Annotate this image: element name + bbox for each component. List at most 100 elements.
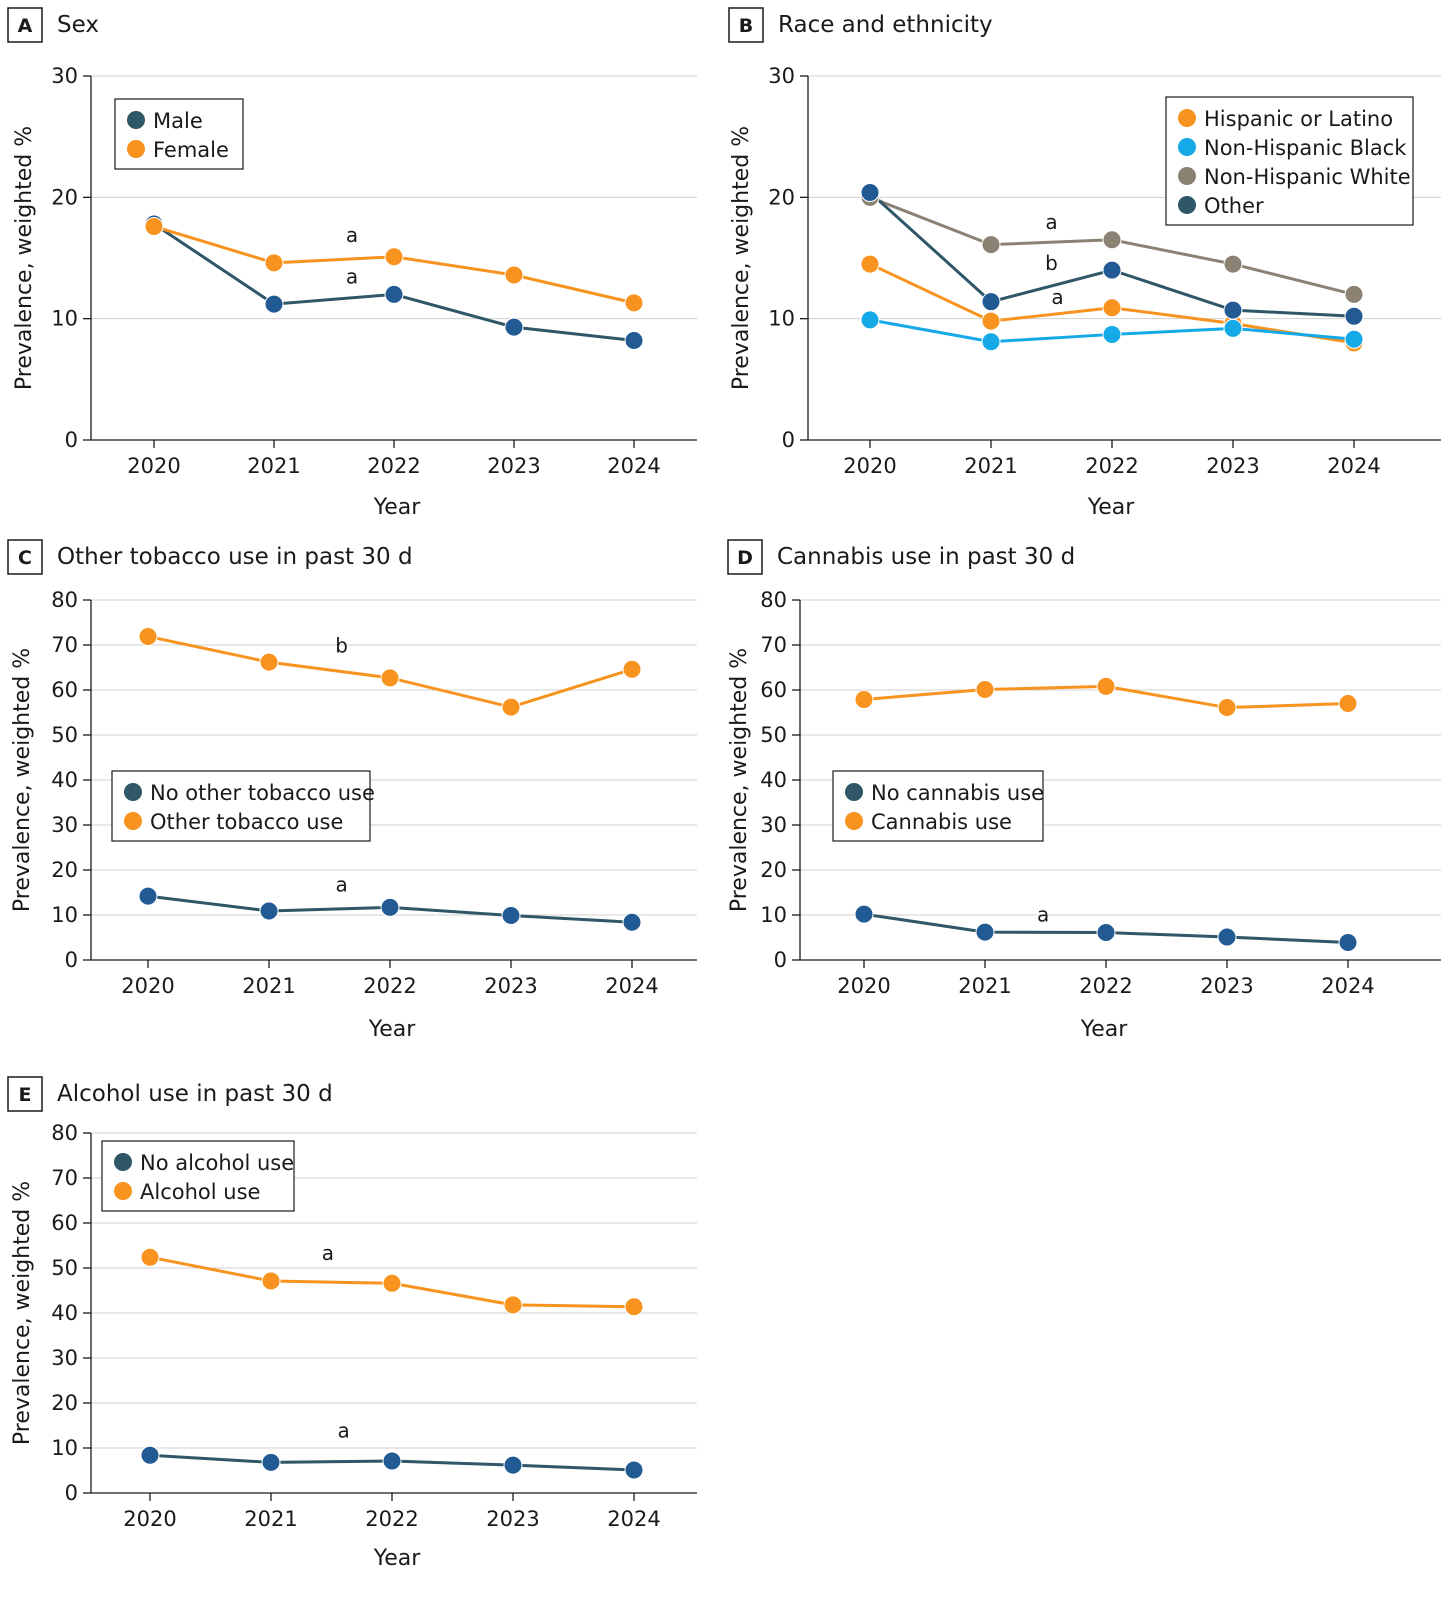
data-point-no-alcohol-use[interactable] <box>624 1460 644 1480</box>
data-point-other-tobacco-use[interactable] <box>501 697 521 717</box>
data-point-other-tobacco-use[interactable] <box>380 668 400 688</box>
data-point-male[interactable] <box>384 284 404 304</box>
significance-annotation: a <box>335 873 347 897</box>
x-tick-label: 2021 <box>247 454 300 478</box>
data-point-female[interactable] <box>624 293 644 313</box>
y-tick-label: 30 <box>51 1346 78 1370</box>
panel-title: Race and ethnicity <box>778 12 993 38</box>
data-point-non-hispanic-white[interactable] <box>1223 254 1243 274</box>
data-point-no-alcohol-use[interactable] <box>261 1452 281 1472</box>
data-point-alcohol-use[interactable] <box>261 1271 281 1291</box>
x-tick-label: 2020 <box>123 1507 176 1531</box>
panel-letter: C <box>18 547 32 569</box>
data-point-female[interactable] <box>384 247 404 267</box>
data-point-non-hispanic-black[interactable] <box>1102 324 1122 344</box>
data-point-hispanic-or-latino[interactable] <box>981 311 1001 331</box>
data-point-cannabis-use[interactable] <box>1217 698 1237 718</box>
y-tick-label: 0 <box>65 1481 78 1505</box>
data-point-other[interactable] <box>1223 300 1243 320</box>
data-point-non-hispanic-white[interactable] <box>1102 230 1122 250</box>
x-tick-label: 2023 <box>487 454 540 478</box>
legend-label: Male <box>153 109 203 133</box>
data-point-no-cannabis-use[interactable] <box>1096 923 1116 943</box>
data-point-non-hispanic-black[interactable] <box>981 332 1001 352</box>
legend-marker <box>127 111 145 129</box>
y-tick-label: 20 <box>51 1391 78 1415</box>
data-point-non-hispanic-white[interactable] <box>1344 284 1364 304</box>
significance-annotation: a <box>1051 285 1063 309</box>
data-point-no-other-tobacco-use[interactable] <box>380 897 400 917</box>
data-point-other-tobacco-use[interactable] <box>138 626 158 646</box>
data-point-no-other-tobacco-use[interactable] <box>501 905 521 925</box>
data-point-non-hispanic-black[interactable] <box>860 310 880 330</box>
panel-a: A Sex 0 10 20 30 2020 2021 2022 2023 2024 Prevalenc… <box>7 7 697 520</box>
data-point-no-other-tobacco-use[interactable] <box>622 912 642 932</box>
data-point-cannabis-use[interactable] <box>1096 676 1116 696</box>
data-point-other[interactable] <box>860 182 880 202</box>
data-point-male[interactable] <box>264 294 284 314</box>
data-point-cannabis-use[interactable] <box>975 680 995 700</box>
x-tick-label: 2021 <box>244 1507 297 1531</box>
significance-annotation: a <box>1037 902 1049 926</box>
data-point-no-cannabis-use[interactable] <box>1338 932 1358 952</box>
x-tick-label: 2023 <box>484 974 537 998</box>
legend-marker <box>124 783 142 801</box>
panel-letter-box <box>727 539 763 575</box>
legend-box <box>1165 96 1414 226</box>
y-tick-label: 70 <box>51 1166 78 1190</box>
data-point-no-alcohol-use[interactable] <box>503 1455 523 1475</box>
data-point-hispanic-or-latino[interactable] <box>860 254 880 274</box>
x-tick-label: 2024 <box>607 1507 660 1531</box>
legend-label: Non-Hispanic White <box>1204 165 1411 189</box>
y-tick-label: 50 <box>51 723 78 747</box>
data-point-other[interactable] <box>1344 306 1364 326</box>
x-tick-label: 2024 <box>1321 974 1374 998</box>
data-point-no-alcohol-use[interactable] <box>382 1451 402 1471</box>
x-axis-title: Year <box>373 495 422 520</box>
data-point-non-hispanic-black[interactable] <box>1223 318 1243 338</box>
y-tick-label: 20 <box>760 858 787 882</box>
data-point-alcohol-use[interactable] <box>503 1295 523 1315</box>
data-point-male[interactable] <box>504 317 524 337</box>
data-point-other[interactable] <box>1102 260 1122 280</box>
data-point-female[interactable] <box>504 265 524 285</box>
data-point-alcohol-use[interactable] <box>140 1247 160 1267</box>
x-tick-label: 2021 <box>242 974 295 998</box>
y-tick-label: 0 <box>782 428 795 452</box>
data-point-cannabis-use[interactable] <box>1338 694 1358 713</box>
data-point-cannabis-use[interactable] <box>854 689 874 709</box>
y-tick-label: 30 <box>51 64 78 88</box>
data-point-alcohol-use[interactable] <box>382 1273 402 1293</box>
data-point-no-cannabis-use[interactable] <box>975 922 995 942</box>
y-axis-title: Prevalence, weighted % <box>10 648 35 912</box>
legend-label: Alcohol use <box>140 1180 260 1204</box>
data-point-other-tobacco-use[interactable] <box>622 659 642 679</box>
data-point-alcohol-use[interactable] <box>624 1297 644 1317</box>
legend: No cannabis use Cannabis use <box>832 770 1044 842</box>
data-point-no-alcohol-use[interactable] <box>140 1445 160 1465</box>
data-point-other-tobacco-use[interactable] <box>259 652 279 672</box>
panel-b: B Race and ethnicity 0 10 20 30 2020 2021 2022 20… <box>728 7 1441 520</box>
panel-e: E Alcohol use in past 30 d 0 10 20 30 40 50 60 70… <box>7 1076 697 1571</box>
legend-label: Non-Hispanic Black <box>1204 136 1407 160</box>
data-point-no-cannabis-use[interactable] <box>854 904 874 924</box>
legend-marker <box>1178 196 1196 214</box>
data-point-hispanic-or-latino[interactable] <box>1102 298 1122 318</box>
data-point-no-other-tobacco-use[interactable] <box>138 886 158 906</box>
y-tick-label: 80 <box>51 1121 78 1145</box>
data-point-other[interactable] <box>981 292 1001 312</box>
data-point-no-cannabis-use[interactable] <box>1217 927 1237 947</box>
y-axis-title: Prevalence, weighted % <box>729 126 754 390</box>
x-tick-label: 2022 <box>365 1507 418 1531</box>
data-point-female[interactable] <box>144 216 164 236</box>
data-point-non-hispanic-black[interactable] <box>1344 329 1364 349</box>
panel-letter-box <box>7 7 43 43</box>
x-tick-label: 2020 <box>837 974 890 998</box>
data-point-female[interactable] <box>264 253 284 273</box>
x-tick-label: 2023 <box>1200 974 1253 998</box>
data-point-non-hispanic-white[interactable] <box>981 235 1001 255</box>
panel-c: C Other tobacco use in past 30 d 0 10 20 30 40… <box>7 539 697 1042</box>
data-point-male[interactable] <box>624 331 644 351</box>
data-point-no-other-tobacco-use[interactable] <box>259 901 279 921</box>
y-tick-label: 50 <box>760 723 787 747</box>
